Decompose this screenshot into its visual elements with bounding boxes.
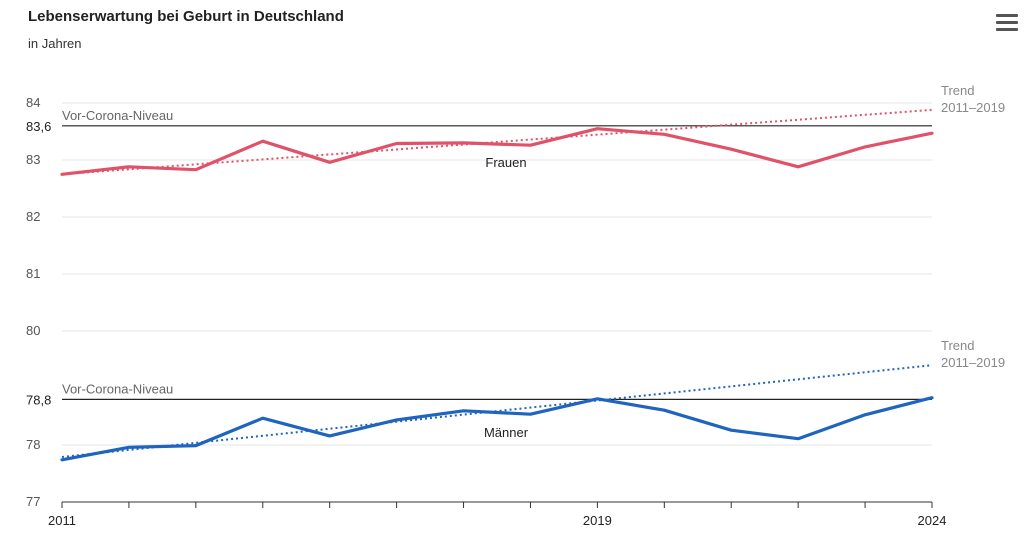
reference-line-label: Vor-Corona-Niveau [62,108,173,123]
series-label-frauen: Frauen [485,155,526,170]
y-tick-label: 80 [26,323,40,338]
x-tick-label: 2011 [48,513,76,528]
trend-label: 2011–2019 [941,100,1005,115]
hamburger-menu-icon[interactable] [996,14,1018,34]
series-line-frauen [60,127,934,176]
y-tick-label: 83 [26,152,40,167]
x-tick-label: 2019 [583,513,612,528]
chart-subtitle: in Jahren [28,36,82,51]
y-tick-label: 78 [26,437,40,452]
chart-title: Lebenserwartung bei Geburt in Deutschlan… [28,8,344,25]
reference-lines [62,125,932,400]
y-tick-label: 82 [26,209,40,224]
trend-label: Trend [941,338,974,353]
y-tick-label: 77 [26,494,40,509]
reference-line-label: Vor-Corona-Niveau [62,381,173,396]
series-line-maenner [60,396,934,462]
reference-value-label: 78,8 [26,392,51,407]
x-axis [61,501,933,508]
trend-label: 2011–2019 [941,355,1005,370]
y-tick-label: 84 [26,95,40,110]
labels: 77 78 80 81 82 83 84 Vor-Corona-Niveau 83,6 Vor-C… [26,83,1005,528]
grid-lines [62,102,932,446]
trend-label: Trend [941,83,974,98]
y-tick-label: 81 [26,266,40,281]
series-lines [60,127,934,462]
reference-value-label: 83,6 [26,119,51,134]
x-tick-label: 2024 [918,513,947,528]
series-label-maenner: Männer [484,425,529,440]
